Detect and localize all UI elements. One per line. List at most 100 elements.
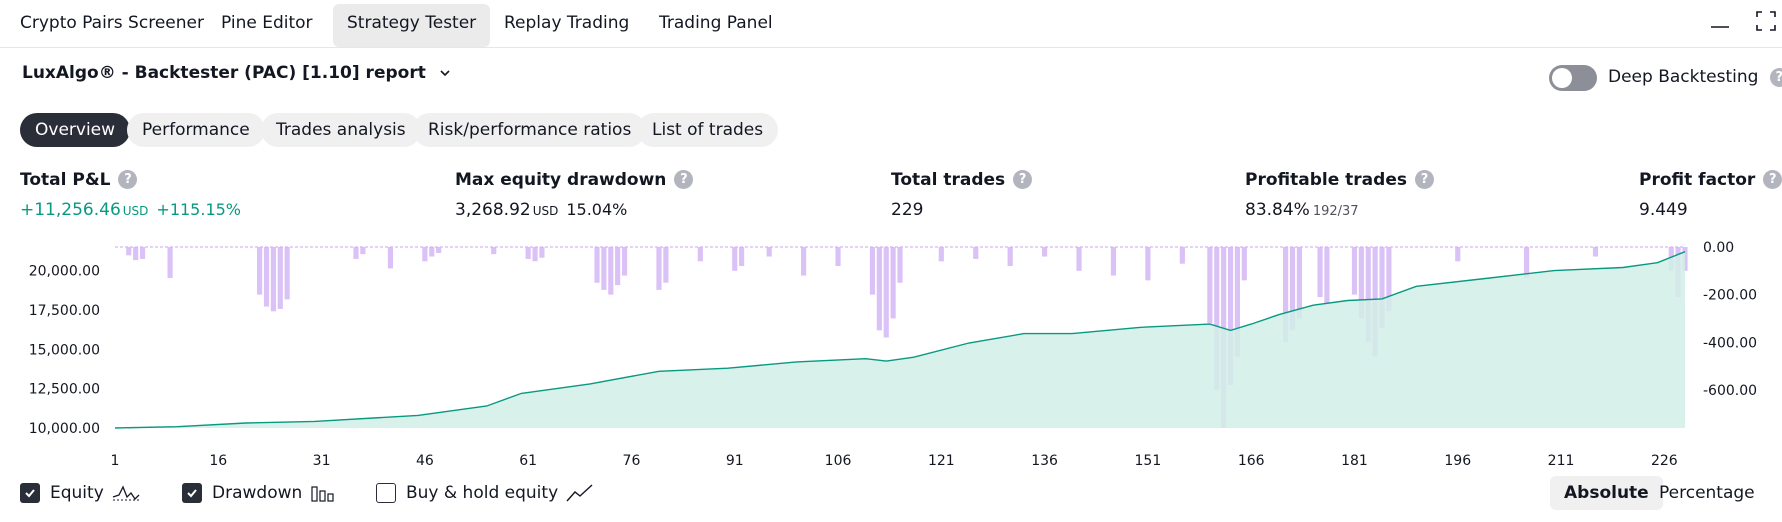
- checkbox-equity[interactable]: [20, 483, 40, 503]
- y-left-tick-label: 10,000.00: [29, 421, 100, 437]
- x-tick-label: 121: [928, 453, 955, 469]
- drawdown-bar: [1241, 247, 1247, 281]
- x-tick-label: 16: [209, 453, 227, 469]
- drawdown-bar: [732, 247, 738, 271]
- drawdown-bar: [1524, 247, 1530, 278]
- legend-equity[interactable]: Equity: [20, 480, 140, 506]
- equity-area: [114, 251, 1686, 429]
- drawdown-bar: [697, 247, 703, 262]
- drawdown-bar: [601, 247, 607, 290]
- tab-trading-panel[interactable]: Trading Panel: [659, 13, 773, 33]
- help-icon[interactable]: ?: [1763, 169, 1782, 189]
- x-tick-label: 151: [1135, 453, 1162, 469]
- report-title-dropdown[interactable]: LuxAlgo® - Backtester (PAC) [1.10] repor…: [22, 63, 452, 83]
- drawdown-bar: [608, 247, 614, 295]
- help-icon[interactable]: ?: [118, 169, 138, 189]
- drawdown-bar: [1076, 247, 1082, 271]
- legend-drawdown[interactable]: Drawdown: [182, 480, 336, 506]
- tab-strategy-tester[interactable]: Strategy Tester: [333, 4, 491, 47]
- x-tick-label: 181: [1341, 453, 1368, 469]
- drawdown-bar: [656, 247, 662, 290]
- tab-trades-analysis[interactable]: Trades analysis: [261, 113, 421, 147]
- legend-buy-hold-equity[interactable]: Buy & hold equity: [376, 480, 594, 506]
- drawdown-bar: [1296, 247, 1302, 319]
- absolute-button[interactable]: Absolute: [1550, 476, 1663, 510]
- metric-percent: +115.15%: [156, 200, 241, 219]
- equity-chart[interactable]: 20,000.00 17,500.00 15,000.00 12,500.00 10,0…: [0, 235, 1782, 470]
- tab-replay-trading[interactable]: Replay Trading: [504, 13, 630, 33]
- drawdown-bar: [257, 247, 263, 295]
- x-axis: 1 16 31 46 61 76 91 106 121 136 151 166 181 196 211 226: [111, 453, 1678, 469]
- help-icon[interactable]: ?: [1769, 67, 1782, 87]
- checkbox-drawdown[interactable]: [182, 483, 202, 503]
- x-tick-label: 76: [623, 453, 641, 469]
- metric-value: 3,268.92: [455, 200, 531, 220]
- metric-total-pnl: Total P&L? +11,256.46 USD +115.15%: [20, 169, 241, 220]
- y-right-tick-label: -600.00: [1703, 383, 1757, 399]
- minimize-icon[interactable]: [1709, 10, 1731, 32]
- drawdown-bar: [739, 247, 745, 267]
- drawdown-bar: [1351, 247, 1358, 295]
- drawdown-bar: [973, 247, 979, 259]
- left-y-axis: 20,000.00 17,500.00 15,000.00 12,500.00 10,0…: [29, 264, 100, 437]
- deep-backtesting-label: Deep Backtesting: [1608, 67, 1759, 87]
- drawdown-bar: [869, 247, 876, 295]
- drawdown-bar: [876, 247, 882, 331]
- y-right-tick-label: 0.00: [1703, 240, 1734, 256]
- drawdown-bar: [1592, 247, 1599, 257]
- legend-drawdown-label: Drawdown: [212, 483, 303, 503]
- drawdown-bar: [353, 247, 359, 259]
- maximize-icon[interactable]: [1755, 10, 1777, 32]
- drawdown-bar: [1145, 247, 1151, 281]
- drawdown-bar: [1214, 247, 1220, 390]
- drawdown-bar: [284, 247, 290, 300]
- x-tick-label: 1: [111, 453, 120, 469]
- tab-list-of-trades[interactable]: List of trades: [637, 113, 779, 147]
- drawdown-bar: [1227, 247, 1234, 386]
- checkbox-buy-hold-equity[interactable]: [376, 483, 396, 503]
- drawdown-bar: [139, 247, 146, 259]
- percentage-button[interactable]: Percentage: [1659, 483, 1755, 503]
- help-icon[interactable]: ?: [674, 169, 694, 189]
- legend-equity-label: Equity: [50, 483, 104, 503]
- drawdown-bar: [1289, 247, 1296, 331]
- drawdown-bar: [422, 247, 428, 262]
- tab-crypto-pairs-screener[interactable]: Crypto Pairs Screener: [20, 13, 204, 33]
- metric-percent: 15.04%: [566, 200, 628, 219]
- x-tick-label: 211: [1548, 453, 1575, 469]
- x-tick-label: 61: [519, 453, 537, 469]
- drawdown-bar: [594, 247, 600, 283]
- x-tick-label: 226: [1651, 453, 1678, 469]
- top-tab-bar: Crypto Pairs Screener Pine Editor Strate…: [0, 0, 1782, 48]
- drawdown-bar: [1358, 247, 1364, 319]
- drawdown-bar: [263, 247, 270, 307]
- drawdown-bar: [1365, 247, 1371, 343]
- metric-profit-factor: Profit factor? 9.449: [1639, 169, 1782, 220]
- drawdown-bar: [938, 247, 944, 262]
- right-y-axis: 0.00 -200.00 -400.00 -600.00: [1703, 240, 1757, 399]
- tab-performance[interactable]: Performance: [127, 113, 265, 147]
- y-left-tick-label: 12,500.00: [29, 382, 100, 398]
- help-icon[interactable]: ?: [1414, 169, 1434, 189]
- deep-backtesting-toggle[interactable]: [1549, 65, 1597, 91]
- y-right-tick-label: -400.00: [1703, 335, 1757, 351]
- x-tick-label: 166: [1238, 453, 1265, 469]
- tab-risk-performance-ratios[interactable]: Risk/performance ratios: [413, 113, 647, 147]
- metric-label: Profit factor: [1639, 170, 1756, 190]
- metric-profitable-trades: Profitable trades? 83.84% 192/37: [1245, 169, 1434, 220]
- drawdown-bar: [621, 247, 628, 276]
- metric-label: Total trades: [891, 170, 1006, 190]
- tab-overview[interactable]: Overview: [20, 113, 131, 147]
- equity-area-fill: [115, 251, 1685, 428]
- x-tick-label: 91: [726, 453, 744, 469]
- help-icon[interactable]: ?: [1013, 169, 1033, 189]
- drawdown-bar: [615, 247, 621, 286]
- drawdown-bar: [1110, 247, 1117, 276]
- drawdown-bar: [1042, 247, 1048, 257]
- tab-pine-editor[interactable]: Pine Editor: [221, 13, 313, 33]
- x-tick-label: 196: [1444, 453, 1471, 469]
- metric-value: 229: [891, 200, 924, 220]
- equity-chart-svg: 20,000.00 17,500.00 15,000.00 12,500.00 10,0…: [29, 240, 1757, 469]
- drawdown-bar: [835, 247, 841, 267]
- checkmark-icon: [25, 489, 35, 498]
